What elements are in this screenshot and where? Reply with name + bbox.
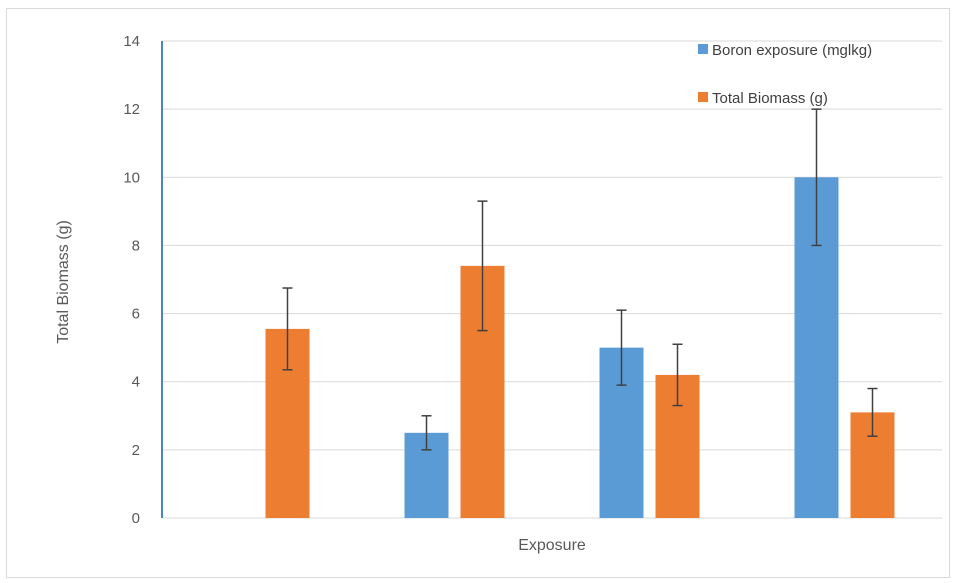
legend: Boron exposure (mglkg) Total Biomass (g) xyxy=(698,42,872,107)
y-tick-label: 10 xyxy=(123,169,140,186)
y-tick-label: 0 xyxy=(132,510,140,527)
legend-swatch-biomass xyxy=(698,92,708,102)
x-axis-title: Exposure xyxy=(518,537,586,554)
y-tick-label: 8 xyxy=(132,237,140,254)
error-bars xyxy=(282,108,878,451)
legend-swatch-boron xyxy=(698,44,708,54)
y-axis: 0 2 4 6 8 10 12 14 xyxy=(123,33,163,527)
y-tick-label: 4 xyxy=(132,374,140,391)
legend-label-biomass: Total Biomass (g) xyxy=(712,90,828,107)
y-tick-label: 14 xyxy=(123,33,140,50)
y-axis-title: Total Biomass (g) xyxy=(55,220,72,344)
bars xyxy=(265,177,895,519)
y-tick-label: 2 xyxy=(132,442,140,459)
legend-label-boron: Boron exposure (mglkg) xyxy=(712,42,872,59)
y-tick-label: 12 xyxy=(123,101,140,118)
y-tick-label: 6 xyxy=(132,306,140,323)
